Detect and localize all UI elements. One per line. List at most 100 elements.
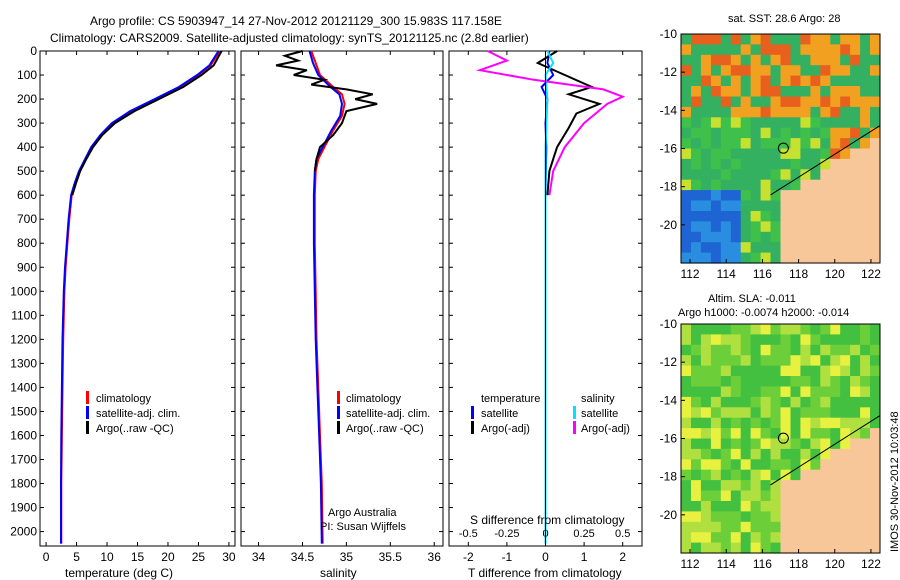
map-cell bbox=[780, 242, 791, 254]
map-cell bbox=[740, 438, 752, 450]
map-cell bbox=[710, 231, 722, 243]
y-tick-label: 900 bbox=[17, 260, 37, 274]
temperature-xlabel: temperature (deg C) bbox=[65, 566, 173, 580]
map-cell bbox=[870, 242, 881, 254]
map-cell bbox=[870, 501, 881, 512]
map-cell bbox=[800, 521, 811, 533]
map-cell bbox=[860, 34, 871, 45]
map-cell bbox=[730, 200, 742, 212]
x-tick-label: 5 bbox=[73, 550, 80, 564]
map-cell bbox=[840, 469, 851, 481]
y-tick-label: -14 bbox=[660, 103, 678, 117]
map-cell bbox=[700, 169, 712, 181]
map-cell bbox=[750, 532, 762, 544]
map-cell bbox=[750, 65, 762, 77]
map-cell bbox=[700, 65, 712, 77]
map-cell bbox=[870, 106, 881, 118]
map-cell bbox=[710, 417, 722, 429]
map-cell bbox=[830, 106, 841, 118]
legend-header-temperature: temperature bbox=[481, 393, 540, 405]
map-cell bbox=[860, 75, 871, 87]
map-cell bbox=[780, 127, 791, 139]
map-cell bbox=[820, 231, 831, 243]
map-cell bbox=[790, 407, 801, 419]
map-cell bbox=[820, 324, 831, 335]
map-cell bbox=[700, 396, 712, 408]
map-cell bbox=[820, 521, 831, 533]
map-cell bbox=[720, 501, 732, 512]
map-cell bbox=[860, 542, 871, 554]
map-cell bbox=[780, 148, 791, 160]
map-cell bbox=[700, 417, 712, 429]
series-line bbox=[535, 50, 603, 196]
map-cell bbox=[770, 459, 781, 471]
map-cell bbox=[840, 521, 851, 533]
map-cell bbox=[790, 365, 801, 377]
map-cell bbox=[750, 511, 762, 523]
map-cell bbox=[870, 334, 881, 346]
map-cell bbox=[710, 542, 722, 554]
map-cell bbox=[840, 355, 851, 367]
map-cell bbox=[710, 344, 722, 356]
map-cell bbox=[700, 428, 712, 440]
map-cell bbox=[840, 200, 851, 212]
map-cell bbox=[720, 417, 732, 429]
map-cell bbox=[770, 148, 781, 160]
map-cell bbox=[790, 117, 801, 129]
map-cell bbox=[700, 407, 712, 419]
map-cell bbox=[810, 386, 821, 398]
map-cell bbox=[800, 469, 811, 481]
map-cell bbox=[780, 221, 791, 233]
x-tick-label: 2 bbox=[619, 550, 626, 564]
map-cell bbox=[681, 86, 692, 97]
map-cell bbox=[760, 75, 772, 87]
map-cell bbox=[750, 376, 762, 387]
y-tick-label: 800 bbox=[17, 236, 37, 250]
map-cell bbox=[780, 355, 791, 367]
map-cell bbox=[840, 501, 851, 512]
map-cell bbox=[870, 211, 881, 222]
map-cell bbox=[830, 417, 841, 429]
y-tick-label: 1600 bbox=[10, 428, 37, 442]
map-cell bbox=[681, 252, 692, 264]
map-cell bbox=[840, 417, 851, 429]
map-cell bbox=[830, 138, 841, 150]
legend-s-argo: Argo(-adj) bbox=[581, 423, 630, 435]
map-cell bbox=[870, 252, 881, 264]
map-cell bbox=[870, 428, 881, 440]
map-cell bbox=[810, 407, 821, 419]
map-cell bbox=[720, 179, 732, 191]
map-cell bbox=[800, 242, 811, 254]
map-cell bbox=[700, 501, 712, 512]
map-cell bbox=[860, 158, 871, 170]
map-cell bbox=[780, 75, 791, 87]
map-cell bbox=[730, 252, 742, 264]
map-cell bbox=[860, 138, 871, 150]
map-cell bbox=[860, 407, 871, 419]
map-cell bbox=[840, 44, 851, 56]
temperature-plot: 0 5 10 15 20 25 300100200300400500600700800900… bbox=[10, 44, 236, 564]
map-cell bbox=[830, 221, 841, 233]
map-cell bbox=[780, 344, 791, 356]
map-cell bbox=[820, 376, 831, 387]
map-cell bbox=[760, 501, 772, 512]
map-cell bbox=[800, 86, 811, 97]
map-cell bbox=[870, 386, 881, 398]
map-cell bbox=[710, 469, 722, 481]
map-cell bbox=[840, 386, 851, 398]
y-tick-label: 1800 bbox=[10, 477, 37, 491]
map-cell bbox=[691, 428, 702, 440]
map-cell bbox=[830, 490, 841, 502]
y-tick-label: 0 bbox=[30, 44, 37, 58]
map-cell bbox=[750, 438, 762, 450]
map-cell bbox=[780, 334, 791, 346]
map-cell bbox=[810, 334, 821, 346]
header-line2: Climatology: CARS2009. Satellite-adjuste… bbox=[50, 31, 529, 45]
map-cell bbox=[710, 54, 722, 66]
map-cell bbox=[710, 324, 722, 335]
map-cell bbox=[800, 480, 811, 492]
map-cell bbox=[691, 490, 702, 502]
map-cell bbox=[830, 211, 841, 222]
map-cell bbox=[780, 480, 791, 492]
x-tick-label: 118 bbox=[789, 267, 808, 281]
